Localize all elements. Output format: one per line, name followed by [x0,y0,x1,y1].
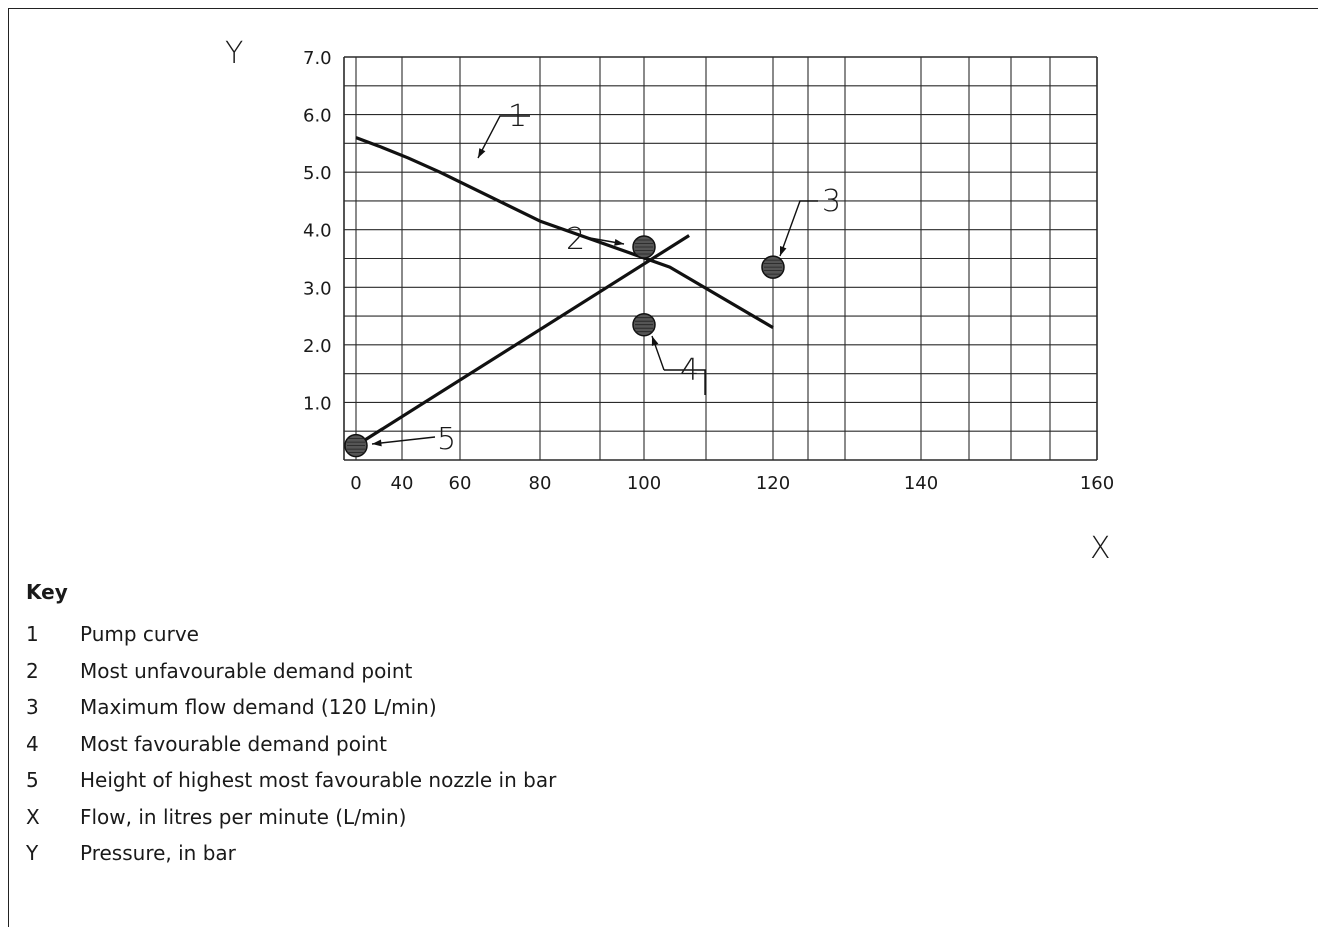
y-tick-label: 6.0 [303,106,332,127]
callout-label: 1 [508,99,527,134]
chart: 1.0 2.0 3.0 4.0 5.0 6.0 7.0 0 40 60 80 100 120 140 160… [225,36,1114,566]
y-tick-label: 4.0 [303,221,332,242]
x-tick-label: 0 [350,473,361,494]
key-item: 2 Most unfavourable demand point [26,653,1026,690]
series-line [355,136,774,329]
key-list: 1 Pump curve 2 Most unfavourable demand poi… [26,616,1026,872]
callout-label: 3 [822,184,841,219]
x-tick-label: 40 [391,473,414,494]
key-item-id: 1 [26,622,39,647]
callout-leader [664,369,706,395]
grid [343,56,1098,461]
callout-label: 4 [680,353,699,388]
key-item-id: X [26,804,40,829]
callouts: 1 2 3 4 5 [371,99,841,457]
key-item-id: 3 [26,695,39,720]
callout-leader [651,335,665,371]
key-item-text: Pump curve [80,622,199,647]
key-item-text: Height of highest most favourable nozzle… [80,768,557,793]
x-tick-label: 100 [627,473,661,494]
key-item-id: 2 [26,658,39,683]
callout-leader [371,436,436,445]
tick-labels: 1.0 2.0 3.0 4.0 5.0 6.0 7.0 0 40 60 80 100 120 140 160 [303,48,1114,494]
callout-leader [477,115,530,159]
key-item-text: Flow, in litres per minute (L/min) [80,804,407,829]
key-item: X Flow, in litres per minute (L/min) [26,799,1026,836]
x-tick-label: 140 [904,473,938,494]
y-axis-label: Y [225,36,243,71]
x-tick-label: 60 [449,473,472,494]
series-line [355,234,690,447]
key-item: Y Pressure, in bar [26,835,1026,872]
x-tick-label: 80 [529,473,552,494]
key-title: Key [26,580,68,604]
key-item: 4 Most favourable demand point [26,726,1026,763]
key-item: 3 Maximum flow demand (120 L/min) [26,689,1026,726]
points [344,235,785,458]
key-item-id: 4 [26,731,39,756]
callout-label: 2 [566,222,585,257]
y-tick-label: 5.0 [303,163,332,184]
y-tick-label: 7.0 [303,48,332,69]
key-item-id: Y [26,841,39,866]
arrow-head [614,238,624,246]
callout-leader [779,200,818,257]
key: Key 1 Pump curve 2 Most unfavourable demand… [26,580,1026,872]
x-tick-label: 120 [756,473,790,494]
key-item-text: Most unfavourable demand point [80,658,413,683]
key-item-text: Pressure, in bar [80,841,236,866]
series [355,136,774,447]
key-item-text: Most favourable demand point [80,731,388,756]
callout-label: 5 [437,422,456,457]
key-item: 5 Height of highest most favourable nozzl… [26,762,1026,799]
figure-frame [8,8,1318,927]
key-item: 1 Pump curve [26,616,1026,653]
arrow-head [372,439,382,447]
key-item-text: Maximum flow demand (120 L/min) [80,695,437,720]
x-tick-label: 160 [1080,473,1114,494]
arrow-head [779,246,787,256]
key-item-id: 5 [26,768,39,793]
y-tick-label: 2.0 [303,336,332,357]
y-tick-label: 3.0 [303,278,332,299]
x-axis-label: X [1090,531,1111,566]
y-tick-label: 1.0 [303,393,332,414]
arrow-head [478,148,486,158]
